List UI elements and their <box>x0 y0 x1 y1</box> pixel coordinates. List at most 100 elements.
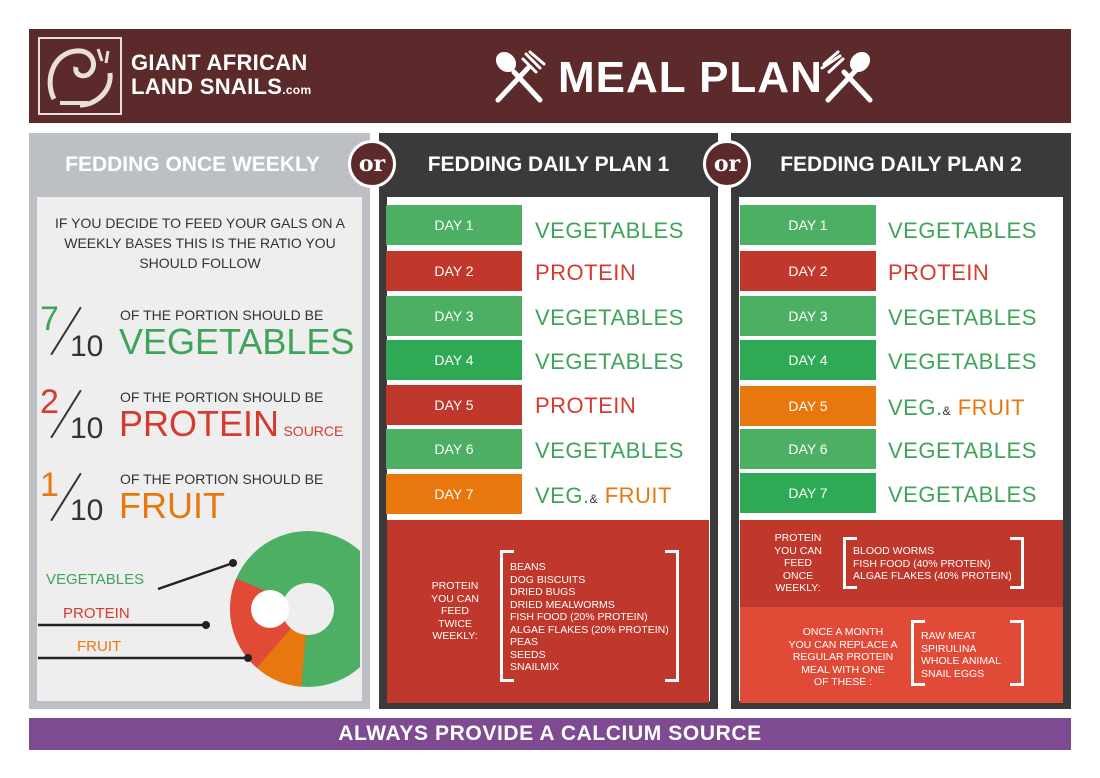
plan2-day-5: DAY 5 <box>740 386 876 426</box>
plan2-protein-note: PROTEIN YOU CAN FEED ONCE WEEKLY: <box>768 532 828 595</box>
snail-logo <box>38 37 122 115</box>
note-line: ONCE A MONTH <box>802 626 884 638</box>
bracket-right <box>1010 620 1024 686</box>
or-badge-2: or <box>703 140 751 188</box>
note-line: YOU CAN REPLACE A <box>788 638 898 651</box>
legend-protein: PROTEIN <box>63 605 130 622</box>
protein-item: DRIED BUGS <box>510 586 576 598</box>
plan2-day-7: DAY 7 <box>740 473 876 513</box>
leader-dot <box>244 654 252 662</box>
fraction-denominator: 10 <box>70 330 104 363</box>
brand-name: GIANT AFRICAN LAND SNAILS.com <box>131 51 311 102</box>
header-banner <box>29 29 1071 123</box>
amp: & <box>942 404 952 418</box>
note-line: FEED <box>783 557 812 569</box>
plan2-replace-list: RAW MEAT SPIRULINA WHOLE ANIMAL SNAIL EG… <box>921 630 1001 680</box>
plan2-day-3: DAY 3 <box>740 296 876 336</box>
note-line: OF THESE : <box>813 676 873 688</box>
bracket-left <box>843 537 857 589</box>
plan1-food-3: VEGETABLES <box>535 305 684 330</box>
brand-line-2: LAND SNAILS.com <box>131 75 311 102</box>
plan1-food-1: VEGETABLES <box>535 218 684 243</box>
donut-hole <box>251 590 289 628</box>
plan2-day-2: DAY 2 <box>740 251 876 291</box>
protein-item: BLOOD WORMS <box>853 545 935 557</box>
protein-item: DRIED MEALWORMS <box>510 598 615 611</box>
page-title: MEAL PLAN <box>558 53 823 102</box>
plan2-food-1: VEGETABLES <box>888 218 1037 243</box>
plan2-food-2: PROTEIN <box>888 260 990 285</box>
plan1-day-4: DAY 4 <box>386 340 522 380</box>
legend-vegetables: VEGETABLES <box>46 571 145 588</box>
plan2-food-7: VEGETABLES <box>888 482 1037 507</box>
plan1-day-6: DAY 6 <box>386 429 522 469</box>
legend-fruit: FRUIT <box>77 638 122 655</box>
plan2-food-6: VEGETABLES <box>888 438 1037 463</box>
plan2-heading: FEDDING DAILY PLAN 2 <box>731 133 1071 197</box>
protein-item: SEEDS <box>510 648 546 661</box>
plan2-day-4: DAY 4 <box>740 340 876 380</box>
protein-item: FISH FOOD (20% PROTEIN) <box>510 611 648 623</box>
fork-spoon-icon-left <box>495 50 546 103</box>
replace-item: WHOLE ANIMAL <box>921 655 1001 667</box>
note-line: PROTEIN <box>774 532 822 544</box>
plan2-food-5-veg: VEG. <box>888 395 943 420</box>
plan2-replace-note: ONCE A MONTH YOU CAN REPLACE A REGULAR P… <box>780 626 906 689</box>
protein-item: ALGAE FLAKES (20% PROTEIN) <box>510 623 669 636</box>
note-line: TWICE <box>438 617 472 630</box>
weekly-heading: FEDDING ONCE WEEKLY <box>29 133 370 197</box>
plan2-replace-box <box>740 607 1063 703</box>
fraction-numerator-fruit: 1 <box>40 466 59 504</box>
note-line: WEEKLY: <box>432 630 478 642</box>
portion-food-protein: PROTEIN <box>119 403 280 444</box>
plan2-food-3: VEGETABLES <box>888 305 1037 330</box>
fraction-numerator-veg: 7 <box>40 300 59 338</box>
protein-item: PEAS <box>510 636 539 648</box>
plan1-day-5: DAY 5 <box>386 385 522 425</box>
note-line: REGULAR PROTEIN <box>792 651 894 663</box>
plan1-food-7-veg: VEG. <box>535 483 590 508</box>
note-line: YOU CAN <box>774 544 822 557</box>
protein-item: BEANS <box>510 561 546 573</box>
replace-item: SPIRULINA <box>921 642 977 655</box>
plan2-food-4: VEGETABLES <box>888 349 1037 374</box>
note-line: YOU CAN <box>431 592 479 605</box>
plan2-day-6: DAY 6 <box>740 429 876 469</box>
protein-item: SNAILMIX <box>510 661 560 673</box>
portion-donut-chart <box>38 531 360 687</box>
bracket-right <box>1010 537 1024 589</box>
plan1-food-5: PROTEIN <box>535 393 637 418</box>
fraction-denominator: 10 <box>70 412 104 445</box>
portion-food-veg: VEGETABLES <box>119 321 355 362</box>
fraction-numerator-protein: 2 <box>40 383 59 421</box>
replace-item: RAW MEAT <box>921 630 977 642</box>
portion-text: OF THE PORTION SHOULD BE <box>120 389 324 405</box>
plan1-protein-note: PROTEIN YOU CAN FEED TWICE WEEKLY: <box>425 580 485 643</box>
leader-dot <box>229 559 237 567</box>
plan1-day-3: DAY 3 <box>386 296 522 336</box>
bracket-right <box>665 550 679 682</box>
protein-item: FISH FOOD (40% PROTEIN) <box>853 557 991 570</box>
plan1-food-2: PROTEIN <box>535 260 637 285</box>
fork-spoon-icon-right <box>820 50 873 103</box>
bracket-left <box>500 550 514 682</box>
portion-extra: SOURCE <box>283 423 344 439</box>
plan2-protein-list: BLOOD WORMS FISH FOOD (40% PROTEIN) ALGA… <box>853 545 1012 583</box>
plan1-protein-list: BEANS DOG BISCUITS DRIED BUGS DRIED MEAL… <box>510 561 669 674</box>
bracket-left <box>911 620 925 686</box>
amp: & <box>589 492 599 506</box>
snail-icon <box>47 48 113 108</box>
brand-suffix: .com <box>282 83 312 97</box>
fraction-denominator: 10 <box>70 494 104 527</box>
note-line: PROTEIN <box>431 580 479 592</box>
protein-item: ALGAE FLAKES (40% PROTEIN) <box>853 570 1012 582</box>
portion-text: OF THE PORTION SHOULD BE <box>120 307 324 323</box>
note-line: WEEKLY: <box>775 582 821 594</box>
weekly-intro: IF YOU DECIDE TO FEED YOUR GALS ON A WEE… <box>55 215 345 271</box>
plan1-food-6: VEGETABLES <box>535 438 684 463</box>
note-line: MEAL WITH ONE <box>801 663 885 676</box>
brand-line-1: GIANT AFRICAN <box>131 50 308 75</box>
plan1-day-2: DAY 2 <box>386 251 522 291</box>
plan2-food-5-fruit: FRUIT <box>957 395 1025 420</box>
weekly-panel <box>29 197 370 709</box>
